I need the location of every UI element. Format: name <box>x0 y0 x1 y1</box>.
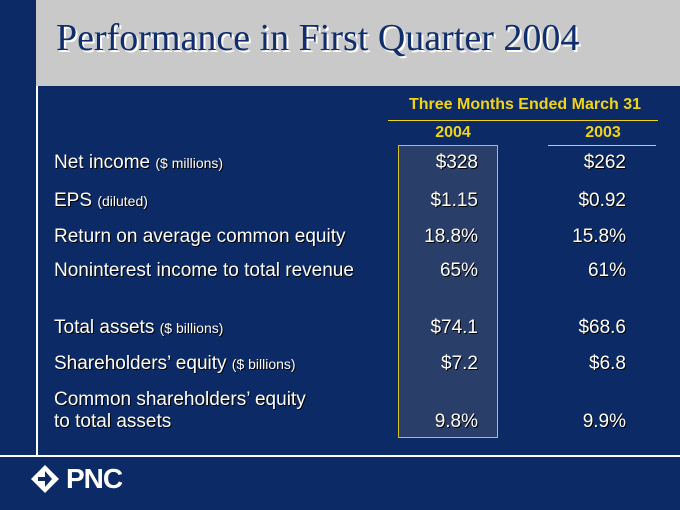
row-label-shareholders-equity: Shareholders’ equity ($ billions) <box>54 353 296 375</box>
value-2003: $0.92 <box>578 190 626 211</box>
title-band: Performance in First Quarter 2004 <box>36 0 680 86</box>
row-label-qualifier: ($ billions) <box>159 320 224 336</box>
pnc-logo: PNC <box>30 462 123 496</box>
value-2003: 9.9% <box>582 411 626 432</box>
row-label-eps: EPS (diluted) <box>54 190 148 212</box>
row-label-text: Net income <box>54 152 151 173</box>
value-2004: $1.15 <box>430 190 478 211</box>
vertical-divider <box>36 86 38 455</box>
value-2003: $262 <box>583 152 626 173</box>
row-label-common-equity-line2: to total assets <box>54 411 172 432</box>
logo-text: PNC <box>66 463 123 494</box>
value-2004: 65% <box>439 260 478 281</box>
value-2004: $7.2 <box>441 353 478 374</box>
row-label-text: Noninterest income to total revenue <box>54 260 354 281</box>
value-2004: 9.8% <box>434 411 478 432</box>
current-year-highlight <box>398 145 498 438</box>
row-label-text: EPS <box>54 190 93 211</box>
row-label-common-equity-line1: Common shareholders’ equity <box>54 389 306 410</box>
slide-title: Performance in First Quarter 2004 <box>56 17 580 59</box>
value-2004: $74.1 <box>430 317 478 338</box>
row-label-text: Shareholders’ equity <box>54 353 227 374</box>
row-label-qualifier: (diluted) <box>97 193 148 209</box>
year-header-2003: 2003 <box>585 124 621 141</box>
pnc-arrow-icon <box>31 465 59 493</box>
value-2003: 15.8% <box>572 226 626 247</box>
row-label-roe: Return on average common equity <box>54 226 346 248</box>
left-bar <box>0 0 36 455</box>
row-label-text: Total assets <box>54 317 155 338</box>
row-label-qualifier: ($ billions) <box>231 356 296 372</box>
year-header-2004: 2004 <box>435 124 471 141</box>
period-header: Three Months Ended March 31 <box>408 96 642 113</box>
row-label-net-income: Net income ($ millions) <box>54 152 223 174</box>
value-2004: 18.8% <box>424 226 478 247</box>
row-label-total-assets: Total assets ($ billions) <box>54 317 223 339</box>
value-2003: $68.6 <box>578 317 626 338</box>
row-label-noninterest-income: Noninterest income to total revenue <box>54 260 354 282</box>
period-underline <box>388 120 658 121</box>
value-2003: $6.8 <box>589 353 626 374</box>
value-2004: $328 <box>435 152 478 173</box>
year-underline <box>548 145 656 146</box>
row-label-text: Return on average common equity <box>54 226 346 247</box>
footer-divider <box>0 455 680 457</box>
row-label-qualifier: ($ millions) <box>155 155 224 171</box>
value-2003: 61% <box>587 260 626 281</box>
